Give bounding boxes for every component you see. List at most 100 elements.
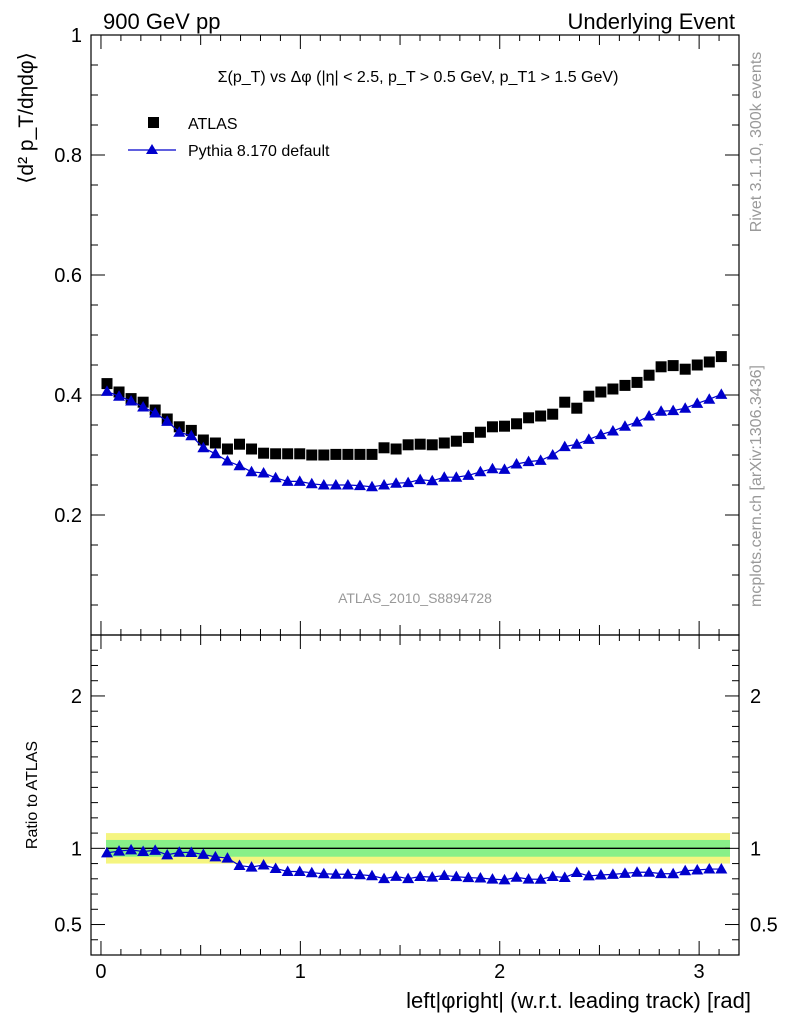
ratio-point <box>462 871 475 883</box>
ratio-point <box>257 858 270 870</box>
ratio-point <box>209 850 222 862</box>
pythia-point <box>125 395 138 406</box>
atlas-point <box>535 410 547 422</box>
atlas-point <box>258 447 270 459</box>
atlas-point <box>221 443 233 455</box>
ratio-point <box>618 867 631 878</box>
rivet-version-text: Rivet 3.1.10, 300k events <box>748 52 765 233</box>
atlas-point <box>354 448 366 460</box>
y-tick-label: 0.4 <box>54 385 82 407</box>
ratio-plot-frame <box>90 634 740 956</box>
ratio-point <box>606 868 619 879</box>
pythia-point <box>100 385 113 396</box>
pythia-point <box>173 426 186 437</box>
pythia-point <box>329 479 342 490</box>
pythia-point <box>558 440 571 452</box>
pythia-point <box>498 463 511 474</box>
ratio-axes: 0 1 2 3 0.5 0.5 1 1 2 2 <box>54 635 778 983</box>
ratio-point <box>293 865 306 876</box>
atlas-point <box>282 448 294 460</box>
pythia-point <box>353 479 366 491</box>
pythia-point <box>245 465 258 477</box>
atlas-point <box>691 359 703 371</box>
pythia-point <box>390 477 403 488</box>
y-tick-label: 0.6 <box>54 265 82 287</box>
y-tick-label: 0.2 <box>54 505 82 527</box>
ratio-point <box>269 862 282 873</box>
atlas-point <box>390 443 402 455</box>
atlas-point <box>426 439 438 451</box>
ratio-point <box>594 869 607 880</box>
pythia-point <box>113 390 126 401</box>
mcplots-reference-text: mcplots.cern.ch [arXiv:1306.3436] <box>748 365 765 607</box>
ratio-point <box>414 870 427 882</box>
ratio-point <box>631 866 644 877</box>
ratio-point <box>197 848 210 859</box>
ratio-point <box>341 868 354 879</box>
ratio-tick-label: 0.5 <box>54 915 82 937</box>
atlas-point <box>619 379 631 391</box>
ratio-point <box>353 868 366 880</box>
pythia-point <box>426 474 439 486</box>
atlas-point <box>402 439 414 451</box>
pythia-point <box>582 433 595 444</box>
pythia-point <box>378 479 391 490</box>
ratio-point <box>691 863 704 875</box>
legend-marker-pythia <box>146 144 158 154</box>
ratio-tick-label-right: 2 <box>750 686 761 708</box>
ratio-tick-label-right: 1 <box>750 838 761 860</box>
pythia-point <box>534 454 547 465</box>
ratio-point <box>378 872 391 884</box>
ratio-point <box>173 846 186 857</box>
atlas-point <box>414 438 426 450</box>
ratio-tick-label: 2 <box>71 686 82 708</box>
atlas-point <box>523 412 535 424</box>
ratio-point <box>366 869 379 881</box>
ratio-point <box>137 845 150 857</box>
pythia-point <box>715 388 728 399</box>
atlas-point <box>366 448 378 460</box>
ratio-point <box>438 869 451 880</box>
ratio-point <box>281 865 294 876</box>
atlas-point <box>450 435 462 447</box>
atlas-point <box>667 360 679 372</box>
ratio-line <box>106 849 722 881</box>
atlas-point <box>209 437 221 449</box>
atlas-point <box>462 432 474 444</box>
pythia-point <box>293 475 306 486</box>
ratio-point <box>450 870 463 882</box>
ratio-point <box>402 872 415 884</box>
ratio-point <box>305 866 318 878</box>
atlas-point <box>486 421 498 433</box>
atlas-point <box>631 376 643 388</box>
ratio-point <box>546 870 559 882</box>
pythia-point <box>402 476 415 488</box>
header-right: Underlying Event <box>567 9 735 34</box>
pythia-point <box>305 477 318 489</box>
pythia-point <box>414 473 427 485</box>
ratio-point <box>390 870 403 881</box>
atlas-point <box>547 408 559 420</box>
atlas-point <box>330 448 342 460</box>
analysis-tag: ATLAS_2010_S8894728 <box>338 590 492 606</box>
atlas-point <box>318 449 330 461</box>
legend-marker-atlas <box>148 117 159 128</box>
ratio-point <box>125 843 138 855</box>
atlas-point <box>378 442 390 454</box>
ratio-point <box>245 861 258 872</box>
ratio-point <box>570 866 583 878</box>
header-left: 900 GeV pp <box>103 9 220 34</box>
pythia-point <box>137 401 150 412</box>
y-axis-label: ⟨d² p_T/dηdφ⟩ <box>15 52 38 184</box>
atlas-point <box>595 386 607 398</box>
atlas-point <box>679 363 691 375</box>
atlas-point <box>270 448 282 460</box>
main-axes: 0.2 0.4 0.6 0.8 1 <box>54 25 739 636</box>
ratio-point <box>655 867 668 879</box>
ratio-point <box>534 873 547 884</box>
x-tick-label: 0 <box>95 961 106 983</box>
atlas-point <box>342 448 354 460</box>
pythia-point <box>474 465 487 477</box>
x-axis-label: left|φright| (w.r.t. leading track) [rad… <box>406 988 751 1013</box>
